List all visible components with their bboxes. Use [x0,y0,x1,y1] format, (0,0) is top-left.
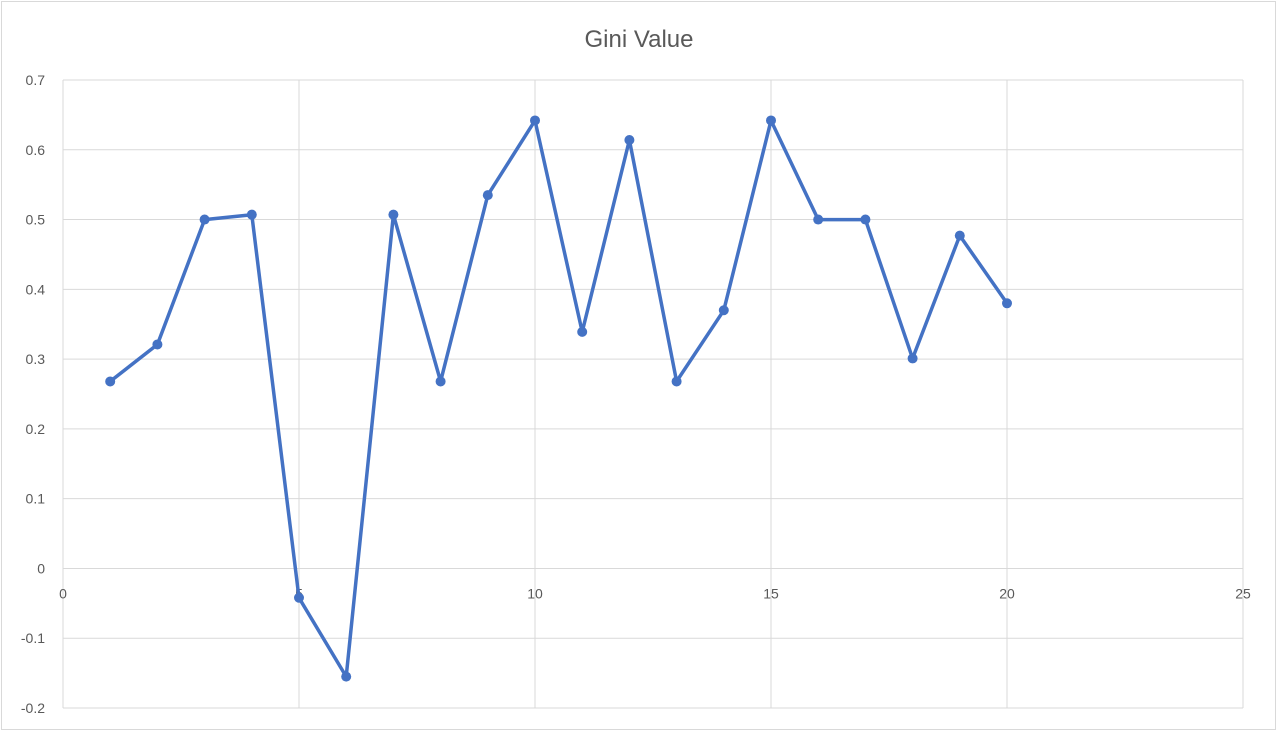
data-point [294,592,304,603]
data-point [152,339,163,350]
x-tick-label: 25 [1235,585,1251,601]
data-point [1002,298,1012,309]
data-point [907,353,918,364]
y-tick-label: 0.3 [26,351,46,367]
x-tick-label: 15 [763,585,779,601]
data-point [105,376,116,387]
data-point [341,671,352,682]
chart-title: Gini Value [585,26,694,53]
data-point [954,230,965,241]
series-line [109,118,1009,679]
data-point [577,326,588,337]
x-tick-label: 20 [999,585,1015,601]
data-point [624,135,635,146]
grid-lines [62,79,1244,709]
series-layer [105,115,1012,682]
x-tick-label: 0 [59,585,67,601]
y-tick-label: 0.5 [26,212,46,228]
data-point [671,376,682,387]
y-tick-label: 0.6 [26,142,46,158]
y-tick-label: 0.1 [26,491,46,507]
data-point [482,190,493,201]
y-tick-label: -0.2 [21,700,45,716]
data-point [530,115,540,126]
data-point [718,305,729,316]
y-tick-label: 0.2 [26,421,46,437]
y-tick-label: 0 [37,560,45,576]
data-point [766,115,776,126]
data-point [813,214,824,225]
y-tick-label: 0.4 [26,281,46,297]
axis-tick-labels: -0.2-0.100.10.20.30.40.50.60.70510152025 [21,72,1251,716]
data-point [388,209,399,220]
x-tick-label: 10 [527,585,543,601]
y-tick-label: -0.1 [21,630,45,646]
data-point [246,209,257,220]
data-point [860,214,871,225]
data-point [199,214,210,225]
data-point [435,376,446,387]
y-tick-label: 0.7 [26,72,46,88]
